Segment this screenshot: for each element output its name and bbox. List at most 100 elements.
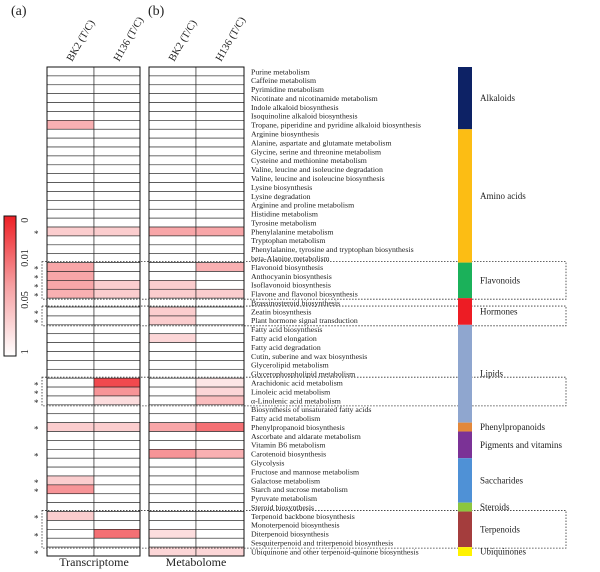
- pathway-label: Purine metabolism: [251, 67, 310, 76]
- pathway-label: Tyrosine metabolism: [251, 218, 317, 227]
- heatmap-cell-metabolome: [195, 493, 245, 503]
- panel-label-b: (b): [148, 4, 165, 19]
- heatmap-cell-transcriptome: [93, 342, 141, 352]
- heatmap-cell-metabolome: [148, 386, 197, 397]
- heatmap-cell-transcriptome: [93, 111, 141, 121]
- heatmap-cell-metabolome: [195, 377, 245, 388]
- category-color-bar: [458, 324, 472, 423]
- heatmap-cell-metabolome: [148, 128, 197, 139]
- heatmap-cell-transcriptome: [46, 288, 95, 299]
- heatmap-cell-transcriptome: [93, 484, 141, 495]
- category-label: Pigments and vitamins: [480, 440, 562, 450]
- heatmap-cell-metabolome: [195, 235, 245, 246]
- pathway-label: Pyruvate metabolism: [251, 494, 317, 503]
- heatmap-cell-metabolome: [195, 226, 245, 237]
- heatmap-cell-metabolome: [148, 475, 197, 486]
- heatmap-cell-transcriptome: [46, 537, 95, 548]
- heatmap-cell-transcriptome: [93, 457, 141, 468]
- heatmap-cell-transcriptome: [93, 137, 141, 148]
- heatmap-cell-metabolome: [195, 475, 245, 486]
- heatmap-cell-metabolome: [148, 75, 197, 86]
- heatmap-cell-transcriptome: [46, 511, 95, 521]
- heatmap-cell-metabolome: [148, 377, 197, 388]
- heatmap-cell-metabolome: [148, 262, 197, 272]
- heatmap-cell-metabolome: [195, 137, 245, 148]
- pathway-label: Linoleic acid metabolism: [251, 387, 330, 396]
- pathway-label: Glycerolipid metabolism: [251, 361, 329, 370]
- pathway-label: Glycerophospholipid metabolism: [251, 370, 355, 379]
- heatmap-cell-metabolome: [148, 280, 197, 290]
- category-label: Amino acids: [480, 191, 526, 201]
- heatmap-cell-transcriptome: [93, 360, 141, 370]
- heatmap-cell-metabolome: [148, 137, 197, 148]
- heatmap-cell-transcriptome: [93, 146, 141, 157]
- heatmap-cell-transcriptome: [93, 395, 141, 406]
- heatmap-cell-transcriptome: [46, 395, 95, 406]
- pathway-label: Arginine and proline metabolism: [251, 201, 354, 210]
- pathway-label: Ubiquinone and other terpenoid-quinone b…: [251, 547, 419, 556]
- pathway-label: Sesquiterpenoid and triterpenoid biosynt…: [251, 539, 393, 548]
- heatmap-cell-transcriptome: [46, 440, 95, 450]
- pathway-label: Arginine biosynthesis: [251, 130, 319, 139]
- pathway-label: Phenylalanine, tyrosine and tryptophan b…: [251, 245, 414, 254]
- heatmap-cell-metabolome: [148, 182, 197, 192]
- pathway-label: Anthocyanin biosynthesis: [251, 272, 332, 281]
- heatmap-cell-transcriptome: [46, 529, 95, 539]
- significance-highlight-box: [41, 261, 567, 300]
- heatmap-cell-transcriptome: [46, 217, 95, 228]
- heatmap-cell-transcriptome: [93, 422, 141, 432]
- heatmap-cell-metabolome: [148, 511, 197, 521]
- heatmap-cell-transcriptome: [46, 484, 95, 495]
- heatmap-cell-metabolome: [148, 422, 197, 432]
- pathway-label: Arachidonic acid metabolism: [251, 378, 343, 387]
- heatmap-cell-transcriptome: [46, 111, 95, 121]
- significance-mark: *: [34, 265, 39, 275]
- heatmap-cell-transcriptome: [93, 529, 141, 539]
- heatmap-cell-metabolome: [195, 111, 245, 121]
- heatmap-cell-metabolome: [195, 511, 245, 521]
- heatmap-cell-transcriptome: [93, 191, 141, 201]
- category-label: Ubiquinones: [480, 547, 526, 557]
- heatmap-cell-metabolome: [195, 66, 245, 77]
- heatmap-cell-metabolome: [148, 155, 197, 166]
- heatmap-cell-metabolome: [195, 315, 245, 326]
- heatmap-cell-metabolome: [195, 200, 245, 210]
- significance-highlight-box: [41, 376, 567, 407]
- category-label: Steroids: [480, 502, 510, 512]
- heatmap-cell-metabolome: [195, 128, 245, 139]
- heatmap-cell-transcriptome: [46, 315, 95, 326]
- heatmap-cell-transcriptome: [93, 537, 141, 548]
- pathway-label: Zeatin biosynthesis: [251, 307, 311, 316]
- heatmap-cell-metabolome: [195, 520, 245, 530]
- heatmap-cell-transcriptome: [46, 235, 95, 246]
- heatmap-cell-transcriptome: [46, 173, 95, 183]
- category-color-bar: [458, 298, 472, 325]
- heatmap-cell-metabolome: [148, 226, 197, 237]
- heatmap-cell-metabolome: [148, 315, 197, 326]
- category-color-bar: [458, 458, 472, 503]
- significance-mark: *: [34, 487, 39, 497]
- heatmap-cell-transcriptome: [93, 511, 141, 521]
- heatmap-cell-metabolome: [148, 111, 197, 121]
- heatmap-cell-metabolome: [148, 493, 197, 503]
- heatmap-cell-metabolome: [148, 208, 197, 219]
- heatmap-cell-transcriptome: [46, 466, 95, 477]
- heatmap-cell-metabolome: [195, 262, 245, 272]
- pathway-label: Flavone and flavonol biosynthesis: [251, 290, 358, 299]
- pathway-label: Plant hormone signal transduction: [251, 316, 358, 325]
- significance-highlight-box: [41, 305, 567, 327]
- heatmap-cell-metabolome: [195, 155, 245, 166]
- heatmap-cell-transcriptome: [93, 164, 141, 174]
- heatmap-cell-transcriptome: [46, 226, 95, 237]
- heatmap-cell-transcriptome: [46, 342, 95, 352]
- heatmap-cell-transcriptome: [46, 182, 95, 192]
- heatmap-cell-transcriptome: [93, 377, 141, 388]
- heatmap-cell-transcriptome: [93, 315, 141, 326]
- pathway-label: Indole alkaloid biosynthesis: [251, 103, 339, 112]
- heatmap-cell-metabolome: [195, 84, 245, 94]
- heatmap-cell-transcriptome: [46, 262, 95, 272]
- pathway-label: Alanine, aspartate and glutamate metabol…: [251, 138, 392, 147]
- heatmap-cell-transcriptome: [93, 440, 141, 450]
- category-label: Flavonoids: [480, 275, 521, 285]
